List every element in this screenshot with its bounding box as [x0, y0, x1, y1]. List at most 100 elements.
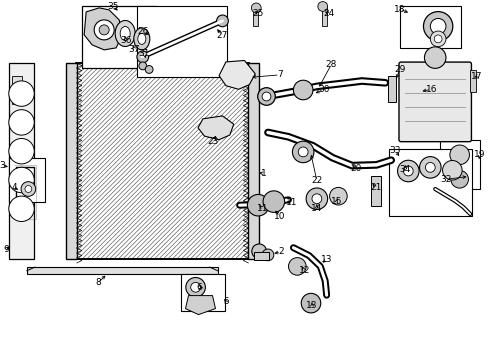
Text: 37: 37: [128, 45, 140, 54]
Bar: [76, 63, 249, 259]
Text: 8: 8: [95, 279, 101, 288]
Circle shape: [257, 88, 275, 105]
Polygon shape: [185, 296, 215, 315]
Text: 31: 31: [138, 49, 150, 58]
Circle shape: [329, 188, 346, 205]
Ellipse shape: [120, 27, 130, 40]
Circle shape: [450, 171, 468, 188]
Bar: [12, 76, 22, 104]
Circle shape: [139, 62, 146, 70]
Text: 13: 13: [320, 255, 332, 264]
Bar: [254, 252, 269, 260]
Bar: [399, 6, 460, 48]
Text: 12: 12: [298, 266, 309, 275]
Text: 28: 28: [325, 59, 337, 68]
Text: 16: 16: [425, 85, 436, 94]
Bar: [181, 274, 224, 311]
Circle shape: [99, 25, 109, 35]
Text: 32: 32: [439, 175, 451, 184]
Text: 9: 9: [3, 245, 9, 253]
Text: 27: 27: [216, 31, 228, 40]
Text: 33: 33: [388, 146, 400, 155]
Text: 6: 6: [196, 283, 202, 292]
Bar: [439, 140, 479, 189]
Circle shape: [433, 35, 441, 43]
Bar: [321, 6, 326, 27]
Circle shape: [293, 80, 312, 100]
Bar: [469, 70, 475, 92]
Bar: [137, 6, 227, 77]
Text: 21: 21: [369, 184, 381, 192]
Bar: [370, 176, 380, 206]
Circle shape: [262, 92, 270, 101]
FancyBboxPatch shape: [398, 62, 470, 142]
Text: 14: 14: [310, 203, 322, 212]
Text: 17: 17: [470, 72, 482, 81]
Circle shape: [292, 141, 313, 163]
Text: 22: 22: [310, 176, 322, 185]
Circle shape: [137, 51, 148, 63]
Circle shape: [185, 278, 205, 297]
Ellipse shape: [138, 33, 145, 44]
Bar: [82, 6, 155, 68]
Circle shape: [419, 157, 440, 178]
Text: 1: 1: [261, 169, 266, 178]
Text: 34: 34: [398, 165, 410, 174]
Text: 4: 4: [12, 184, 18, 192]
Polygon shape: [84, 8, 122, 50]
Circle shape: [449, 145, 468, 165]
Circle shape: [145, 66, 153, 73]
Bar: [9, 63, 34, 259]
Text: 26: 26: [137, 27, 148, 36]
Text: 19: 19: [473, 150, 485, 158]
Text: 13: 13: [305, 302, 317, 310]
Circle shape: [9, 167, 34, 193]
Bar: [452, 155, 466, 176]
Circle shape: [429, 18, 445, 34]
Circle shape: [263, 191, 284, 212]
Bar: [27, 267, 217, 274]
Bar: [387, 76, 395, 102]
Text: 11: 11: [257, 204, 268, 213]
Polygon shape: [219, 60, 255, 89]
Circle shape: [25, 185, 32, 193]
Bar: [248, 63, 259, 259]
Text: 11: 11: [285, 198, 297, 207]
Circle shape: [216, 15, 228, 27]
Text: 20: 20: [349, 164, 361, 173]
Polygon shape: [198, 116, 233, 140]
Circle shape: [94, 20, 114, 40]
Text: 2: 2: [278, 247, 284, 256]
Circle shape: [247, 194, 268, 216]
Circle shape: [298, 147, 307, 157]
Circle shape: [403, 166, 412, 176]
Circle shape: [442, 161, 461, 180]
Circle shape: [424, 47, 445, 68]
Bar: [66, 63, 77, 259]
Ellipse shape: [134, 28, 149, 50]
Bar: [253, 8, 258, 26]
Circle shape: [288, 258, 305, 275]
Circle shape: [262, 249, 273, 261]
Text: 29: 29: [393, 65, 405, 74]
Text: 24: 24: [322, 9, 334, 18]
Circle shape: [9, 196, 34, 221]
Circle shape: [429, 31, 445, 47]
Text: 25: 25: [252, 9, 264, 18]
Bar: [9, 158, 45, 202]
Circle shape: [190, 282, 200, 292]
Circle shape: [251, 244, 266, 258]
Bar: [388, 149, 471, 216]
Text: 36: 36: [120, 36, 132, 45]
Text: 3: 3: [0, 161, 5, 170]
Text: 30: 30: [317, 85, 329, 94]
Circle shape: [317, 1, 327, 12]
Circle shape: [9, 139, 34, 164]
Circle shape: [251, 3, 261, 13]
Circle shape: [301, 293, 320, 313]
Text: 35: 35: [107, 2, 119, 11]
Circle shape: [9, 110, 34, 135]
Text: 23: 23: [206, 136, 218, 145]
Text: 18: 18: [393, 4, 405, 13]
Bar: [76, 63, 249, 259]
